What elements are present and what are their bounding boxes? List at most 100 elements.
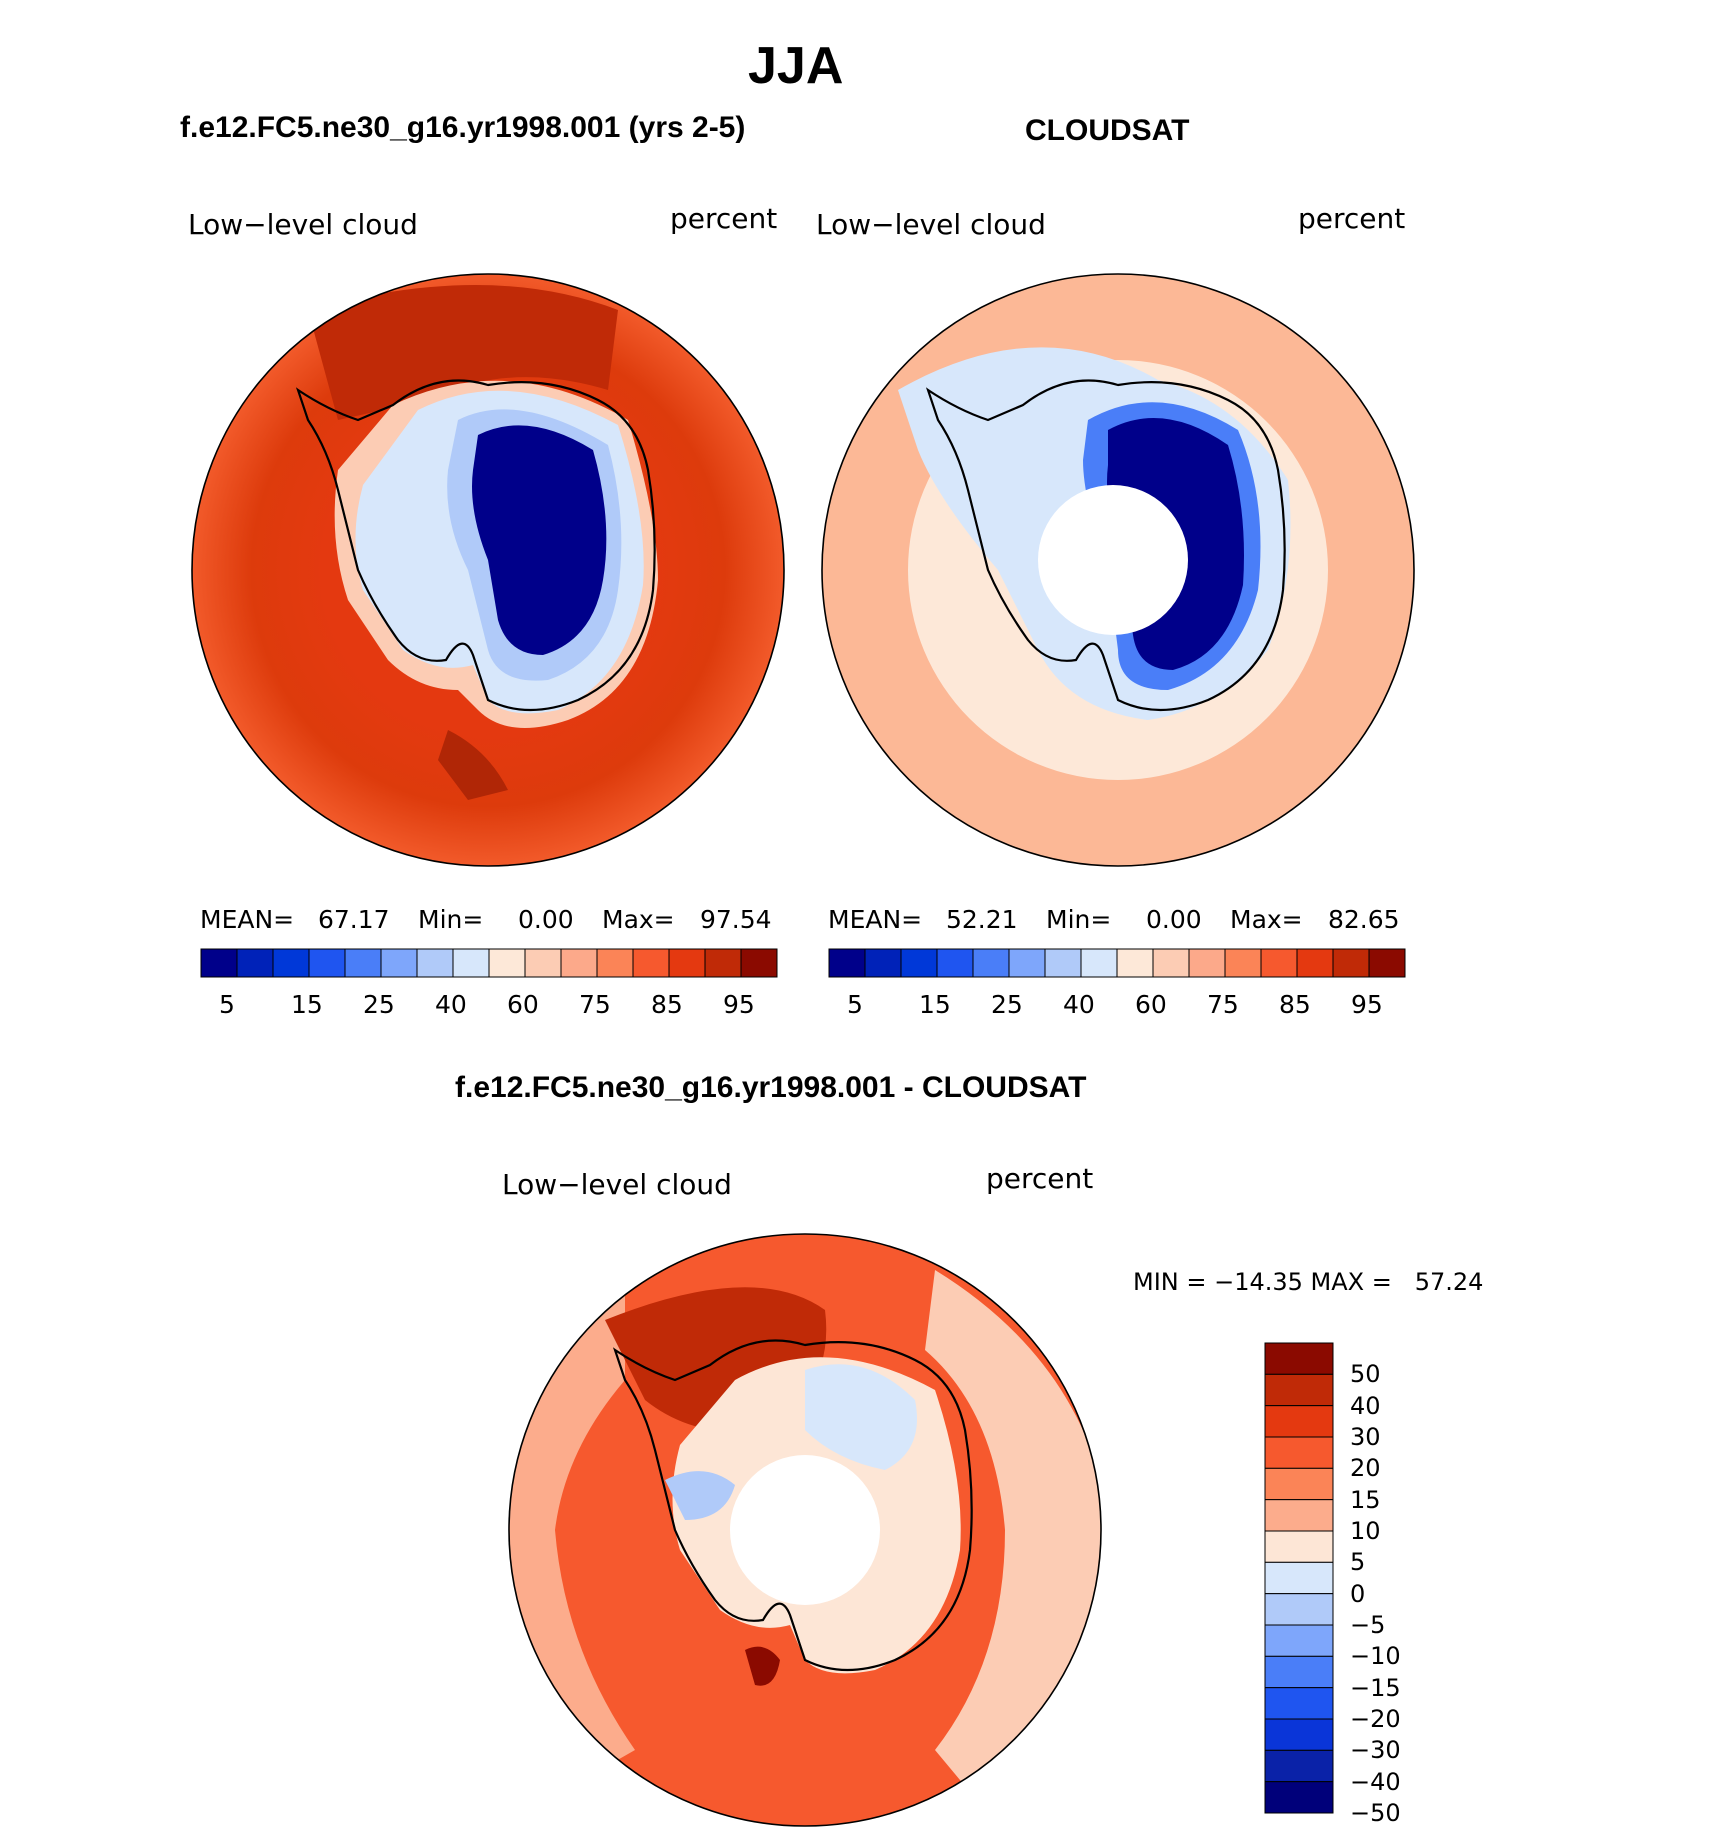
diff-coastline xyxy=(612,1339,973,1672)
diff-polar-map xyxy=(508,1233,1102,1827)
diff-variable-label: Low−level cloud xyxy=(502,1168,732,1201)
obs-colorbar-labels: 5 15 25 40 60 75 85 95 xyxy=(828,990,1408,1020)
obs-colorbar-box xyxy=(1044,948,1082,978)
obs-units-label: percent xyxy=(1298,202,1406,235)
model-colorbar-box xyxy=(452,948,490,978)
model-colorbar-box xyxy=(380,948,418,978)
obs-colorbar-box xyxy=(900,948,938,978)
obs-colorbar-box xyxy=(936,948,974,978)
obs-colorbar-label: 15 xyxy=(919,990,951,1019)
obs-colorbar-label: 40 xyxy=(1063,990,1095,1019)
model-mean-value: 67.17 xyxy=(318,905,390,934)
model-max-label: Max= xyxy=(602,905,675,934)
model-colorbar-box xyxy=(200,948,238,978)
obs-min-value: 0.00 xyxy=(1146,905,1202,934)
model-colorbar-box xyxy=(272,948,310,978)
model-colorbar-box xyxy=(416,948,454,978)
diff-colorbar-label: 20 xyxy=(1350,1454,1381,1483)
diff-negative-patch-2 xyxy=(665,1471,735,1520)
model-colorbar-label: 40 xyxy=(435,990,467,1019)
obs-colorbar-box xyxy=(1188,948,1226,978)
model-colorbar-box xyxy=(488,948,526,978)
obs-variable-label: Low−level cloud xyxy=(816,208,1046,241)
obs-mean-label: MEAN= xyxy=(828,905,923,934)
obs-colorbar-label: 85 xyxy=(1279,990,1311,1019)
diff-colorbar xyxy=(1264,1342,1334,1814)
diff-colorbar-box xyxy=(1264,1655,1334,1689)
model-colorbar-box xyxy=(704,948,742,978)
model-coastline xyxy=(295,379,656,712)
obs-colorbar-box xyxy=(1332,948,1370,978)
model-colorbar-label: 60 xyxy=(507,990,539,1019)
obs-colorbar-label: 75 xyxy=(1207,990,1239,1019)
obs-colorbar-box xyxy=(864,948,902,978)
diff-pole-hole xyxy=(730,1455,880,1605)
diff-colorbar-box xyxy=(1264,1718,1334,1751)
obs-max-value: 82.65 xyxy=(1328,905,1400,934)
diff-colorbar-box xyxy=(1264,1530,1334,1563)
obs-colorbar-box xyxy=(1008,948,1046,978)
diff-colorbar-label: −30 xyxy=(1350,1736,1401,1765)
diff-colorbar-label: −10 xyxy=(1350,1642,1401,1671)
obs-pole-hole xyxy=(1038,485,1188,635)
diff-colorbar-box xyxy=(1264,1499,1334,1532)
diff-colorbar-label: 15 xyxy=(1350,1485,1381,1514)
model-colorbar-box xyxy=(740,948,778,978)
diff-colorbar-box xyxy=(1264,1624,1334,1657)
obs-min-label: Min= xyxy=(1046,905,1112,934)
diff-colorbar-box xyxy=(1264,1749,1334,1783)
model-high-cloud-patch-2 xyxy=(438,730,508,800)
model-colorbar-label: 25 xyxy=(363,990,395,1019)
diff-colorbar-box xyxy=(1264,1467,1334,1501)
model-colorbar-label: 5 xyxy=(219,990,235,1019)
obs-panel-header: CLOUDSAT xyxy=(1025,114,1190,147)
diff-colorbar-box xyxy=(1264,1561,1334,1595)
model-colorbar-box xyxy=(236,948,274,978)
diff-panel-header: f.e12.FC5.ne30_g16.yr1998.001 - CLOUDSAT xyxy=(455,1071,1087,1104)
diff-colorbar-box xyxy=(1264,1436,1334,1469)
model-colorbar-box xyxy=(560,948,598,978)
diff-colorbar-label: −15 xyxy=(1350,1673,1401,1702)
diff-colorbar-label: −20 xyxy=(1350,1705,1401,1733)
model-min-value: 0.00 xyxy=(518,905,574,934)
diff-edge-light-right xyxy=(925,1270,1101,1810)
figure-title: JJA xyxy=(748,37,844,95)
diff-colorbar-label: −40 xyxy=(1350,1767,1401,1796)
model-variable-label: Low−level cloud xyxy=(188,208,418,241)
model-min-label: Min= xyxy=(418,905,484,934)
obs-colorbar-box xyxy=(1116,948,1154,978)
obs-colorbar-box xyxy=(828,948,866,978)
model-mean-label: MEAN= xyxy=(200,905,295,934)
model-high-cloud-patch xyxy=(308,285,618,420)
diff-colorbar-box xyxy=(1264,1687,1334,1720)
obs-max-label: Max= xyxy=(1230,905,1303,934)
model-colorbar-labels: 5 15 25 40 60 75 85 95 xyxy=(200,990,780,1020)
diff-colorbar-label: −50 xyxy=(1350,1799,1401,1827)
obs-colorbar-box xyxy=(1260,948,1298,978)
diff-colorbar-box xyxy=(1264,1781,1334,1814)
obs-colorbar-label: 95 xyxy=(1351,990,1383,1019)
model-units-label: percent xyxy=(670,202,778,235)
diff-colorbar-label: 0 xyxy=(1350,1579,1366,1608)
obs-colorbar-label: 5 xyxy=(847,990,863,1019)
model-colorbar-box xyxy=(668,948,706,978)
model-colorbar-box xyxy=(524,948,562,978)
model-colorbar-label: 75 xyxy=(579,990,611,1019)
diff-positive-spot xyxy=(745,1646,780,1686)
obs-colorbar xyxy=(828,948,1406,978)
obs-colorbar-box xyxy=(1368,948,1406,978)
diff-colorbar-label: 10 xyxy=(1350,1517,1381,1545)
diff-negative-patch xyxy=(805,1364,917,1470)
model-max-value: 97.54 xyxy=(700,905,772,934)
model-colorbar-label: 15 xyxy=(291,990,323,1019)
obs-colorbar-box xyxy=(1080,948,1118,978)
diff-colorbar-label: −5 xyxy=(1350,1611,1386,1639)
obs-polar-map xyxy=(821,273,1415,867)
model-colorbar-label: 85 xyxy=(651,990,683,1019)
model-colorbar xyxy=(200,948,778,978)
diff-colorbar-label: 30 xyxy=(1350,1423,1381,1451)
model-antarctica-low xyxy=(472,425,607,655)
model-colorbar-box xyxy=(344,948,382,978)
diff-colorbar-box xyxy=(1264,1593,1334,1626)
diff-units-label: percent xyxy=(986,1162,1094,1195)
